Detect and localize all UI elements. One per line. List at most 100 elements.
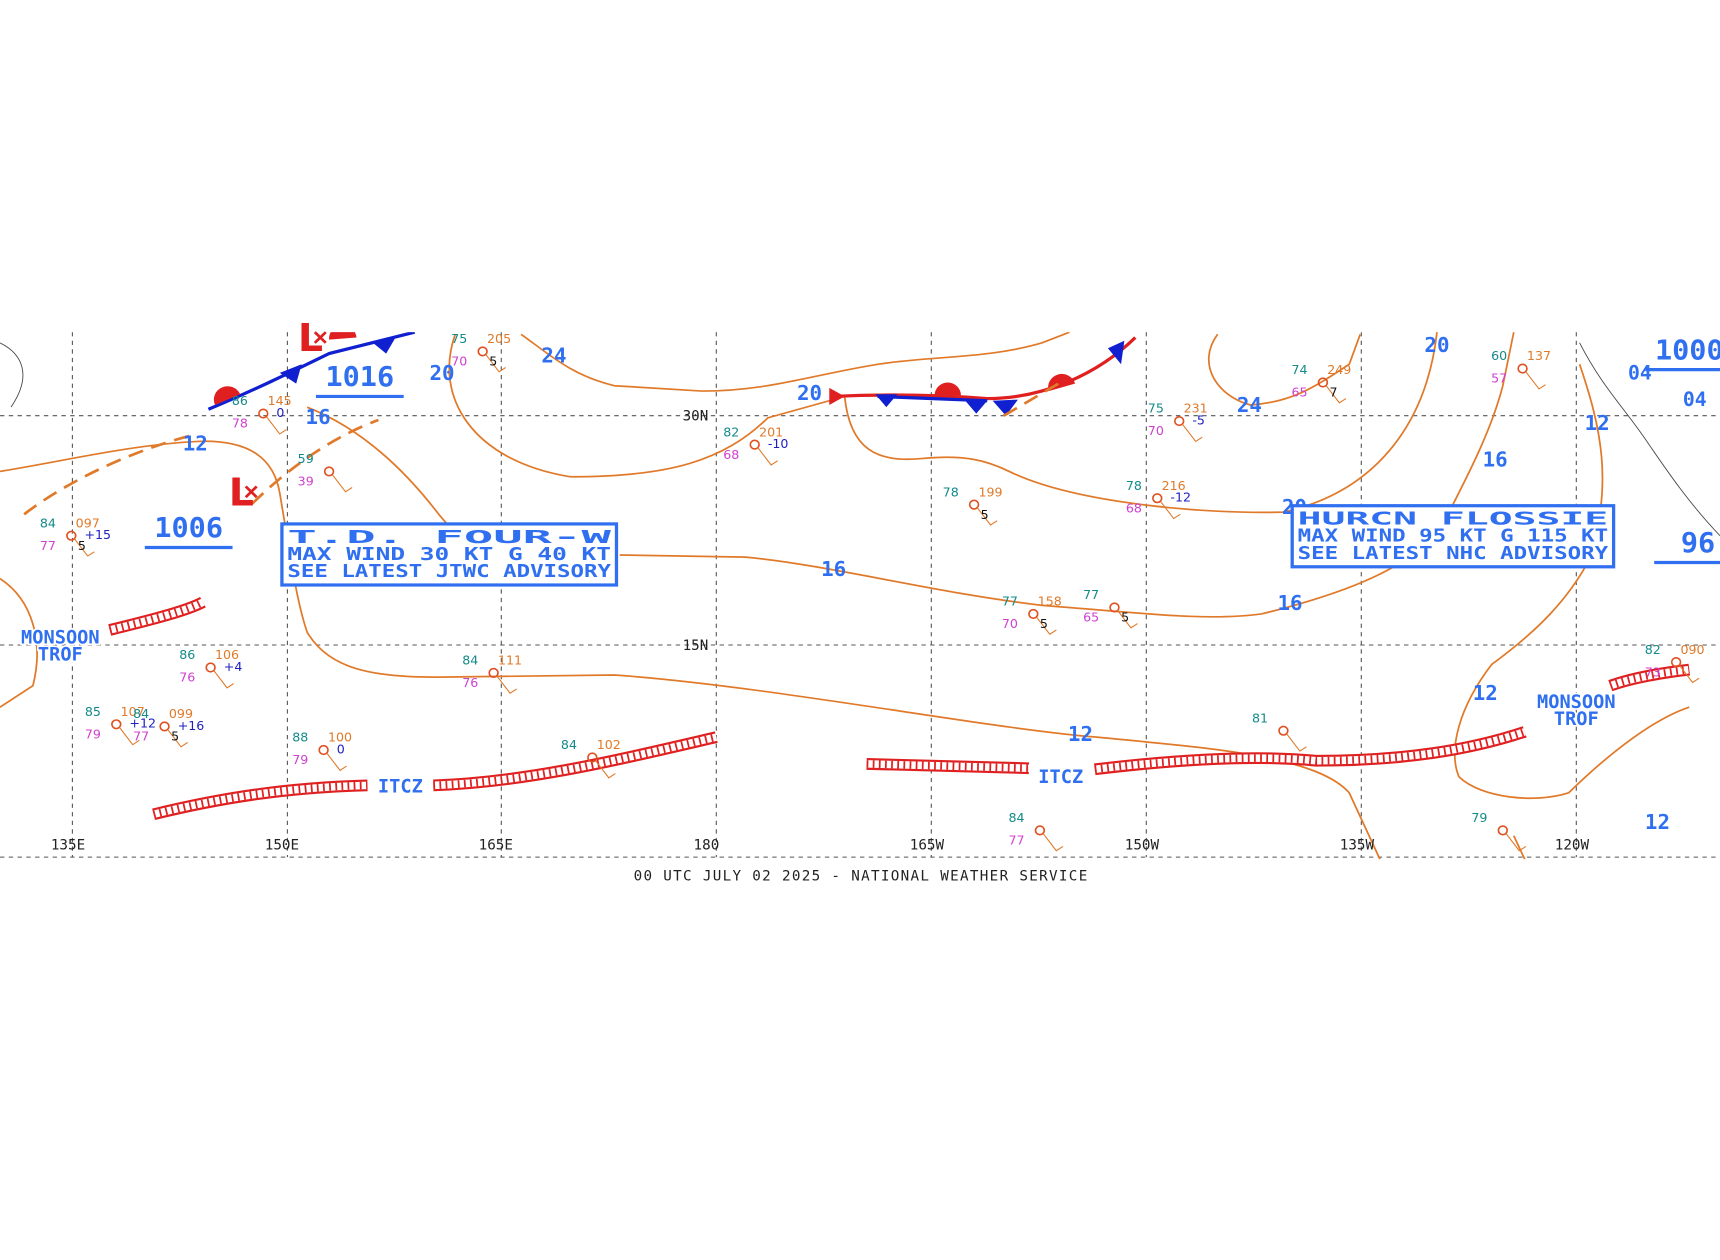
wind-barb	[757, 447, 779, 466]
station-p: 106	[215, 647, 239, 662]
footer: 00 UTC JULY 02 2025 - NATIONAL WEATHER S…	[634, 869, 1089, 885]
station-w: 5	[171, 729, 179, 744]
isobar-label: 20	[797, 381, 822, 405]
station-t: 86	[179, 647, 195, 662]
isobar-label: 12	[183, 432, 208, 456]
station-p: 158	[1038, 594, 1062, 609]
station-d: 68	[723, 447, 739, 462]
itcz-bands	[108, 596, 1691, 821]
advisory-line: T.D. FOUR-W	[287, 527, 611, 548]
station-p: 137	[1527, 348, 1551, 363]
advisory-line: MAX WIND 95 KT G 115 KT	[1298, 526, 1608, 547]
longitude-label: 165W	[910, 837, 945, 853]
itcz-band-inner	[108, 598, 205, 634]
station-w: 5	[78, 538, 86, 553]
wind-barb	[331, 474, 353, 493]
station-d: 77	[40, 538, 56, 553]
station-t: 79	[1471, 810, 1487, 825]
isobar-label: 24	[1237, 393, 1262, 417]
feature-label: TROF	[1554, 709, 1599, 730]
station-circle	[1517, 363, 1528, 374]
station-t: 74	[1292, 362, 1308, 377]
station-circle	[323, 466, 335, 477]
station-d: 77	[1008, 833, 1024, 848]
latitude-label: 30N	[683, 409, 709, 425]
wind-barb	[326, 752, 347, 772]
station-circle	[488, 667, 499, 678]
wind-barb	[1182, 423, 1203, 443]
station-circle	[205, 662, 216, 673]
station-d: 78	[232, 416, 248, 431]
station-t: 88	[292, 730, 308, 745]
station-circle	[1152, 493, 1163, 504]
isobar-label: 16	[821, 557, 846, 581]
coastline	[0, 342, 1720, 537]
low-center	[244, 485, 258, 499]
station-t: 59	[298, 451, 314, 466]
wind-barb	[1525, 371, 1546, 390]
station-circle	[1317, 377, 1329, 388]
isobars	[0, 332, 1690, 860]
pressure-center: 04	[1683, 388, 1707, 411]
station-t: 78	[943, 484, 959, 499]
isobar-label: 24	[541, 344, 566, 368]
advisory-line: MAX WIND 30 KT G 40 KT	[287, 544, 611, 565]
longitude-label: 150E	[265, 837, 299, 853]
station-d: 70	[451, 354, 467, 369]
wind-barb	[1678, 665, 1700, 684]
station-c: -12	[1170, 490, 1191, 505]
station-p: 216	[1162, 478, 1186, 493]
station-c: -5	[1192, 413, 1205, 428]
wind-barb	[213, 670, 234, 689]
itcz-hatch	[866, 760, 1030, 772]
station-p: 145	[268, 393, 292, 408]
station-p: 107	[121, 704, 145, 719]
feature-label: ITCZ	[378, 777, 423, 798]
station-d: 65	[1083, 610, 1099, 625]
advisory-box	[1290, 504, 1616, 569]
advisory-line: SEE LATEST JTWC ADVISORY	[287, 561, 611, 582]
feature-label: MONSOON	[21, 628, 100, 649]
feature-label: MONSOON	[1537, 692, 1616, 713]
graticule	[0, 332, 1720, 858]
longitude-label: 135W	[1340, 837, 1375, 853]
pressure-center: 04	[1628, 362, 1652, 385]
wind-barb	[74, 538, 95, 557]
pressure-center: 96	[1681, 526, 1715, 559]
isobar-label: 16	[1277, 591, 1302, 615]
isobar-label: 12	[1585, 411, 1610, 435]
pressure-center: 1000	[1655, 334, 1720, 367]
station-d: 70	[1002, 616, 1018, 631]
station-p: 199	[978, 484, 1002, 499]
itcz-hatch	[108, 598, 205, 634]
station-circle	[587, 752, 598, 763]
station-p: 090	[1681, 642, 1705, 657]
station-t: 81	[1252, 711, 1268, 726]
itcz-hatch	[152, 781, 368, 818]
station-c: +4	[224, 659, 243, 674]
station-w: 5	[1121, 610, 1129, 625]
station-t: 82	[723, 424, 739, 439]
station-circle	[1278, 725, 1289, 736]
isobar-label: 12	[1473, 681, 1498, 705]
station-t: 77	[1083, 587, 1099, 602]
station-t: 84	[40, 516, 56, 531]
station-c: +15	[84, 527, 111, 542]
station-t: 84	[561, 737, 577, 752]
longitude-label: 165E	[479, 837, 513, 853]
station-circle	[1497, 825, 1509, 836]
station-circle	[318, 744, 329, 756]
station-t: 84	[462, 653, 478, 668]
station-circle	[1109, 602, 1120, 613]
station-circle	[66, 530, 77, 541]
longitude-label: 135E	[51, 837, 85, 853]
station-t: 75	[1148, 401, 1164, 416]
advisory-line: HURCN FLOSSIE	[1298, 509, 1608, 530]
station-w: 5	[1040, 616, 1048, 631]
isobar-label: 12	[1645, 810, 1670, 834]
station-circle	[1028, 608, 1039, 620]
station-circle	[749, 439, 760, 450]
station-d: 79	[292, 752, 308, 767]
wind-barb	[1036, 616, 1057, 636]
